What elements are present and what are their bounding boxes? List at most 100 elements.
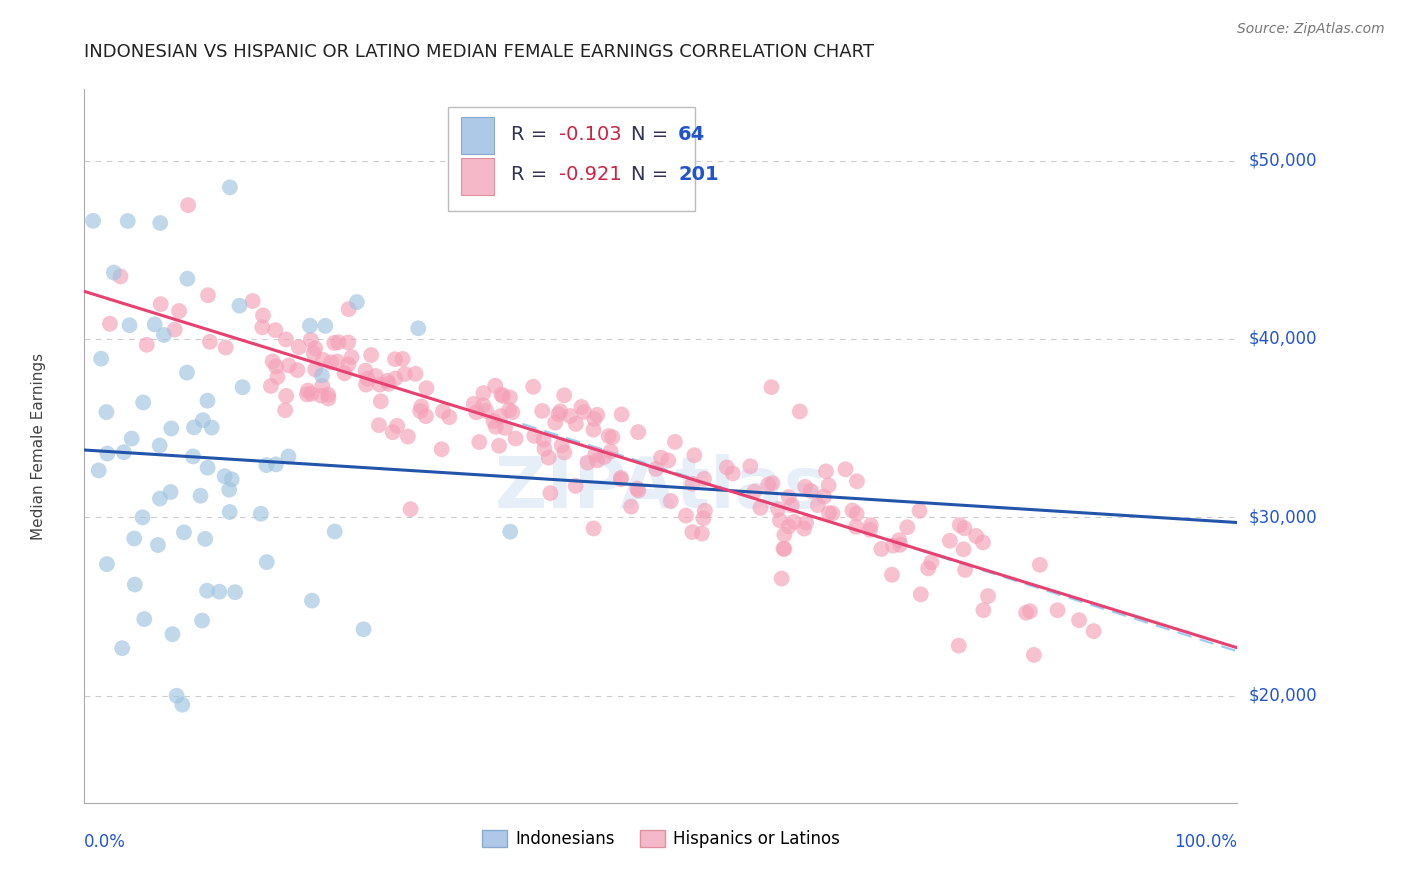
Point [309, 389, 332, 403]
Point [301, 386, 323, 401]
Point [572, 405, 595, 419]
Point [602, 430, 624, 444]
Point [396, 429, 419, 443]
Point [859, 523, 882, 537]
Point [197, 460, 219, 475]
Point [218, 505, 240, 519]
Point [817, 478, 839, 492]
Point [149, 438, 172, 452]
Point [118, 318, 141, 333]
Point [489, 409, 512, 423]
Point [197, 288, 219, 302]
Point [610, 471, 633, 485]
Point [544, 416, 567, 430]
Point [208, 584, 231, 599]
Point [813, 490, 835, 504]
Point [610, 472, 633, 486]
Point [761, 380, 783, 394]
Point [167, 304, 190, 318]
Point [149, 297, 172, 311]
Point [472, 386, 495, 401]
Point [297, 384, 319, 398]
Point [880, 567, 903, 582]
Point [972, 535, 994, 549]
Point [172, 698, 194, 712]
Point [468, 435, 491, 450]
Point [599, 444, 621, 458]
Point [523, 429, 546, 443]
Point [264, 359, 287, 374]
Point [135, 338, 157, 352]
Point [190, 489, 212, 503]
Point [494, 421, 516, 435]
Point [430, 442, 453, 457]
Point [183, 420, 205, 434]
Point [224, 585, 246, 599]
Point [769, 513, 792, 527]
Point [773, 528, 796, 542]
Point [87, 463, 110, 477]
Point [415, 409, 437, 424]
Point [103, 266, 125, 280]
Point [859, 518, 882, 533]
Point [432, 404, 454, 418]
Point [756, 477, 779, 491]
Point [149, 216, 172, 230]
Point [411, 400, 433, 414]
Point [252, 309, 274, 323]
Point [406, 321, 429, 335]
Point [228, 299, 250, 313]
Point [377, 376, 399, 391]
Point [740, 459, 762, 474]
Point [917, 561, 939, 575]
Point [394, 367, 416, 381]
Point [533, 442, 555, 456]
Point [328, 335, 350, 350]
Bar [461, 158, 494, 194]
Point [381, 425, 404, 440]
Point [794, 516, 817, 530]
Point [972, 603, 994, 617]
Point [354, 363, 377, 377]
Point [499, 524, 522, 539]
FancyBboxPatch shape [447, 107, 696, 211]
Text: N =: N = [631, 165, 675, 185]
Point [256, 555, 278, 569]
Point [693, 503, 716, 517]
Text: 100.0%: 100.0% [1174, 833, 1237, 851]
Point [620, 500, 643, 514]
Point [191, 614, 214, 628]
Text: $40,000: $40,000 [1249, 330, 1317, 348]
Point [299, 333, 322, 347]
Point [304, 341, 326, 355]
Point [683, 448, 706, 462]
Point [391, 351, 413, 366]
Point [1022, 648, 1045, 662]
Point [778, 490, 800, 504]
Point [800, 483, 823, 498]
Point [582, 423, 605, 437]
Point [505, 432, 527, 446]
Point [576, 456, 599, 470]
Point [675, 508, 697, 523]
Point [252, 320, 274, 334]
Point [463, 397, 485, 411]
Point [197, 393, 219, 408]
Point [194, 532, 217, 546]
Point [650, 450, 672, 465]
Point [124, 577, 146, 591]
Point [659, 494, 682, 508]
Point [385, 418, 408, 433]
Point [766, 502, 789, 516]
Point [484, 378, 506, 392]
Point [149, 491, 172, 506]
Point [415, 381, 437, 395]
Point [807, 498, 830, 512]
Point [887, 533, 910, 548]
Point [716, 460, 738, 475]
Point [260, 379, 283, 393]
Text: 201: 201 [678, 165, 718, 185]
Point [571, 400, 593, 414]
Point [364, 368, 387, 383]
Point [153, 328, 176, 343]
